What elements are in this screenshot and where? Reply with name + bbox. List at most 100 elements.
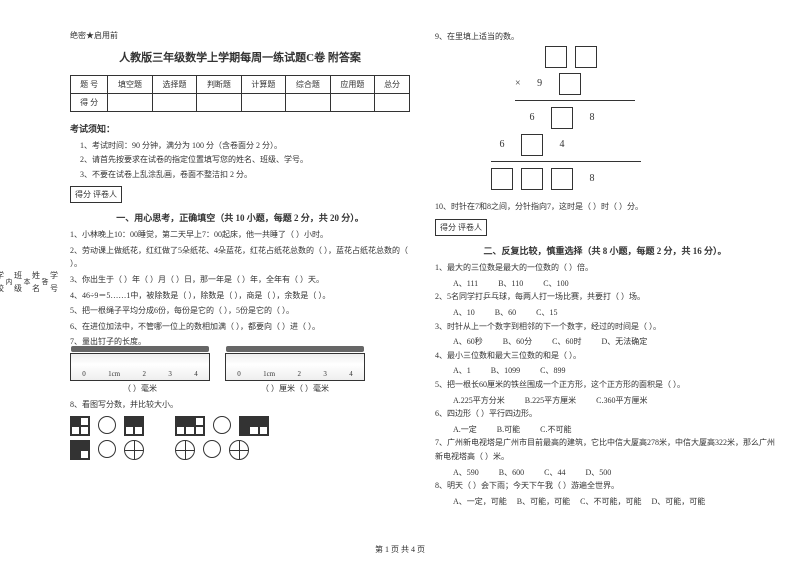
binding-margin: 学号 答 姓名 本 班级 内 学校 线 封 乡镇(街道) 密 bbox=[8, 0, 58, 565]
notice-item: 2、请首先按要求在试卷的指定位置填写您的姓名、班级、学号。 bbox=[80, 153, 410, 167]
digit: 6 bbox=[491, 139, 513, 150]
options: A.一定 B.可能 C.不可能 bbox=[435, 423, 775, 437]
tick: 2 bbox=[143, 370, 147, 378]
opt: C、100 bbox=[543, 277, 568, 291]
question: 3、时针从上一个数字到相邻的下一个数字，经过的时间是（ ）。 bbox=[435, 320, 775, 334]
blank-box-icon bbox=[559, 73, 581, 95]
question: 4、最小三位数和最大三位数的和是（ ）。 bbox=[435, 349, 775, 363]
question: 5、把一根长60厘米的铁丝围成一个正方形，这个正方形的面积是（ ）。 bbox=[435, 378, 775, 392]
th: 总分 bbox=[375, 76, 410, 94]
score-table: 题 号 填空题 选择题 判断题 计算题 综合题 应用题 总分 得 分 bbox=[70, 75, 410, 112]
options: A、590 B、600 C、44 D、500 bbox=[435, 466, 775, 480]
tick: 1cm bbox=[108, 370, 120, 378]
nail-icon bbox=[71, 346, 209, 352]
ruler-answer: （ ）厘米（ ）毫米 bbox=[225, 383, 365, 394]
question: 5、把一根绳子平均分成6份，每份是它的（ ），5份是它的（ ）。 bbox=[70, 304, 410, 318]
section-1-title: 一、用心思考，正确填空（共 10 小题，每题 2 分，共 20 分）。 bbox=[70, 211, 410, 224]
tick: 4 bbox=[194, 370, 198, 378]
fraction-shapes-row2 bbox=[70, 440, 410, 460]
th: 题 号 bbox=[71, 76, 108, 94]
td bbox=[241, 94, 285, 112]
notice-list: 1、考试时间：90 分钟，满分为 100 分（含卷面分 2 分）。 2、请首先按… bbox=[70, 139, 410, 182]
side-label: 姓名 bbox=[32, 270, 40, 296]
tick: 3 bbox=[168, 370, 172, 378]
notice-item: 3、不要在试卷上乱涂乱画，卷面不整洁扣 2 分。 bbox=[80, 168, 410, 182]
compare-circle-icon bbox=[213, 416, 231, 434]
opt: B、可能，可能 bbox=[517, 495, 570, 509]
fraction-shapes-row1 bbox=[70, 416, 410, 436]
opt: C、15 bbox=[536, 306, 557, 320]
divider-line bbox=[491, 161, 641, 162]
opt: D、无法确定 bbox=[601, 335, 647, 349]
tick: 1cm bbox=[263, 370, 275, 378]
dashed-hint: 内 bbox=[4, 278, 14, 288]
multiplication-diagram: × 9 6 8 6 4 8 bbox=[515, 46, 775, 190]
opt: B、600 bbox=[499, 466, 524, 480]
td bbox=[286, 94, 330, 112]
question: 8、看图写分数，并比较大小。 bbox=[70, 398, 410, 412]
compare-circle-icon bbox=[98, 440, 116, 458]
ruler-right: 0 1cm 2 3 4 （ ）厘米（ ）毫米 bbox=[225, 353, 365, 394]
options: A、10 B、60 C、15 bbox=[435, 306, 775, 320]
question-9: 9、在里填上适当的数。 bbox=[435, 30, 775, 44]
opt: C、899 bbox=[540, 364, 565, 378]
page-columns: 绝密★启用前 人教版三年级数学上学期每周一练试题C卷 附答案 题 号 填空题 选… bbox=[70, 0, 800, 508]
th: 应用题 bbox=[330, 76, 374, 94]
dashed-hint: 答 bbox=[40, 278, 50, 288]
rect-fraction-icon bbox=[239, 416, 269, 436]
secret-label: 绝密★启用前 bbox=[70, 30, 410, 41]
table-row: 得 分 bbox=[71, 94, 410, 112]
square-fraction-icon bbox=[70, 416, 90, 436]
square-fraction-icon bbox=[124, 416, 144, 436]
notice-item: 1、考试时间：90 分钟，满分为 100 分（含卷面分 2 分）。 bbox=[80, 139, 410, 153]
question-list-1: 1、小林晚上10：00睡觉，第二天早上7：00起床，他一共睡了（ ）小时。 2、… bbox=[70, 228, 410, 349]
side-label: 学校 bbox=[0, 270, 4, 296]
left-column: 绝密★启用前 人教版三年级数学上学期每周一练试题C卷 附答案 题 号 填空题 选… bbox=[70, 30, 410, 508]
side-label: 班级 bbox=[14, 270, 22, 296]
question: 6、四边形（ ）平行四边形。 bbox=[435, 407, 775, 421]
grade-box: 得分 评卷人 bbox=[435, 219, 487, 236]
opt: D、可能，可能 bbox=[651, 495, 705, 509]
td bbox=[108, 94, 152, 112]
blank-box-icon bbox=[551, 168, 573, 190]
section-2-title: 二、反复比较，慎重选择（共 8 小题，每题 2 分，共 16 分）。 bbox=[435, 244, 775, 257]
ruler-row: 0 1cm 2 3 4 （ ）毫米 0 1cm 2 3 4 （ ）厘 bbox=[70, 353, 410, 394]
td bbox=[375, 94, 410, 112]
opt: B、60分 bbox=[503, 335, 532, 349]
opt: A、60秒 bbox=[453, 335, 483, 349]
circle-fraction-icon bbox=[124, 440, 144, 460]
question-10: 10、时针在7和8之间，分针指向7，这时是（ ）时（ ）分。 bbox=[435, 200, 775, 214]
ruler-left: 0 1cm 2 3 4 （ ）毫米 bbox=[70, 353, 210, 394]
ruler-body: 0 1cm 2 3 4 bbox=[70, 353, 210, 381]
notice-title: 考试须知： bbox=[70, 122, 410, 135]
question: 8、明天（ ）会下雨；今天下午我（ ）游遍全世界。 bbox=[435, 479, 775, 493]
opt: C、不可能，可能 bbox=[580, 495, 641, 509]
opt: C、60时 bbox=[552, 335, 581, 349]
compare-circle-icon bbox=[98, 416, 116, 434]
right-column: 9、在里填上适当的数。 × 9 6 8 6 4 bbox=[435, 30, 775, 508]
question: 7、广州新电视塔是广州市目前最高的建筑，它比中信大厦高278米，中信大厦高322… bbox=[435, 436, 775, 463]
td: 得 分 bbox=[71, 94, 108, 112]
rect-fraction-icon bbox=[175, 416, 205, 436]
opt: A.一定 bbox=[453, 423, 477, 437]
opt: A、一定，可能 bbox=[453, 495, 507, 509]
blank-box-icon bbox=[491, 168, 513, 190]
digit: 6 bbox=[521, 112, 543, 123]
th: 判断题 bbox=[197, 76, 241, 94]
tick: 4 bbox=[349, 370, 353, 378]
question: 10、时针在7和8之间，分针指向7，这时是（ ）时（ ）分。 bbox=[435, 200, 775, 214]
opt: B.225平方厘米 bbox=[525, 394, 576, 408]
opt: A、1 bbox=[453, 364, 471, 378]
question-8: 8、看图写分数，并比较大小。 bbox=[70, 398, 410, 412]
options: A.225平方分米 B.225平方厘米 C.360平方厘米 bbox=[435, 394, 775, 408]
question: 9、在里填上适当的数。 bbox=[435, 30, 775, 44]
question: 1、小林晚上10：00睡觉，第二天早上7：00起床，他一共睡了（ ）小时。 bbox=[70, 228, 410, 242]
blank-box-icon bbox=[551, 107, 573, 129]
compare-circle-icon bbox=[203, 440, 221, 458]
nail-icon bbox=[226, 346, 364, 352]
opt: A、10 bbox=[453, 306, 475, 320]
th: 选择题 bbox=[152, 76, 196, 94]
tick: 3 bbox=[323, 370, 327, 378]
mult-sign: × bbox=[515, 78, 521, 89]
question: 2、劳动课上做纸花，红红做了5朵纸花、4朵蓝花，红花占纸花总数的（ ），蓝花占纸… bbox=[70, 244, 410, 271]
